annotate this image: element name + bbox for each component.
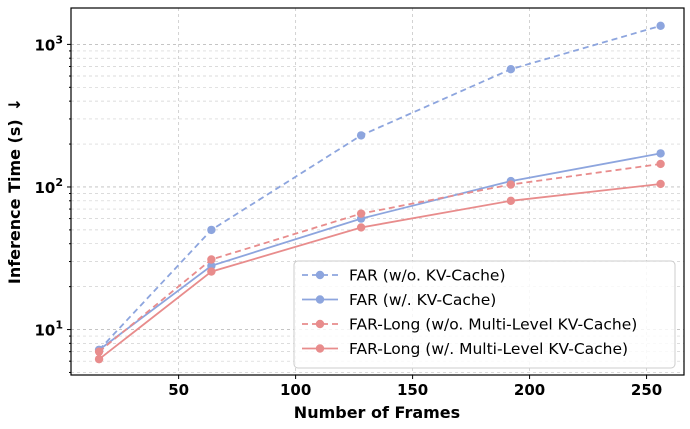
legend-entry: FAR-Long (w/. Multi-Level KV-Cache) bbox=[302, 340, 628, 358]
legend-label: FAR (w/o. KV-Cache) bbox=[349, 267, 506, 285]
data-point bbox=[656, 179, 665, 189]
series-layer bbox=[94, 21, 665, 364]
data-point bbox=[207, 267, 216, 276]
legend-entry: FAR-Long (w/o. Multi-Level KV-Cache) bbox=[302, 316, 637, 334]
legend-label: FAR-Long (w/o. Multi-Level KV-Cache) bbox=[349, 316, 637, 334]
legend-marker bbox=[315, 319, 325, 329]
data-point bbox=[94, 347, 104, 356]
data-point bbox=[656, 149, 665, 158]
data-point bbox=[207, 255, 216, 264]
legend-entry: FAR (w/o. KV-Cache) bbox=[302, 267, 506, 285]
x-tick-label: 150 bbox=[397, 381, 428, 399]
y-tick-label: 102 bbox=[34, 176, 63, 197]
legend: FAR (w/o. KV-Cache) FAR (w/. KV-Cache) FAR… bbox=[293, 260, 676, 369]
y-tick-labels: 101 102 103 bbox=[34, 33, 63, 339]
data-point bbox=[506, 180, 516, 189]
series-4 bbox=[94, 179, 665, 364]
tick-marks bbox=[67, 43, 648, 379]
data-point bbox=[356, 223, 366, 232]
y-axis-label: Inference Time (s) ↓ bbox=[5, 98, 24, 284]
x-axis-label: Number of Frames bbox=[294, 403, 460, 422]
data-point bbox=[506, 64, 516, 74]
data-point bbox=[207, 225, 216, 235]
x-tick-label: 100 bbox=[280, 381, 311, 399]
y-tick-label: 103 bbox=[34, 33, 63, 54]
data-point bbox=[356, 131, 366, 140]
data-point bbox=[506, 196, 516, 205]
data-point bbox=[656, 159, 665, 169]
legend-marker bbox=[315, 344, 325, 353]
data-point bbox=[356, 209, 366, 218]
y-tick-label: 101 bbox=[34, 319, 63, 340]
x-tick-label: 250 bbox=[631, 381, 662, 399]
data-point bbox=[207, 261, 216, 270]
data-point bbox=[94, 354, 104, 364]
down-arrow-icon: ↓ bbox=[5, 98, 24, 111]
data-point bbox=[656, 21, 665, 31]
legend-marker bbox=[315, 295, 325, 304]
legend-box bbox=[293, 260, 676, 369]
x-tick-label: 200 bbox=[514, 381, 545, 399]
plot-area-frame bbox=[70, 7, 685, 376]
legend-label: FAR (w/. KV-Cache) bbox=[349, 291, 496, 309]
legend-entry: FAR (w/. KV-Cache) bbox=[302, 291, 496, 309]
legend-marker bbox=[315, 270, 325, 280]
x-tick-labels: 50 100 150 200 250 bbox=[168, 381, 662, 399]
x-tick-label: 50 bbox=[168, 381, 189, 399]
y-axis-label-text: Inference Time (s) bbox=[5, 119, 24, 284]
series-3 bbox=[94, 159, 665, 356]
legend-label: FAR-Long (w/. Multi-Level KV-Cache) bbox=[349, 340, 628, 358]
